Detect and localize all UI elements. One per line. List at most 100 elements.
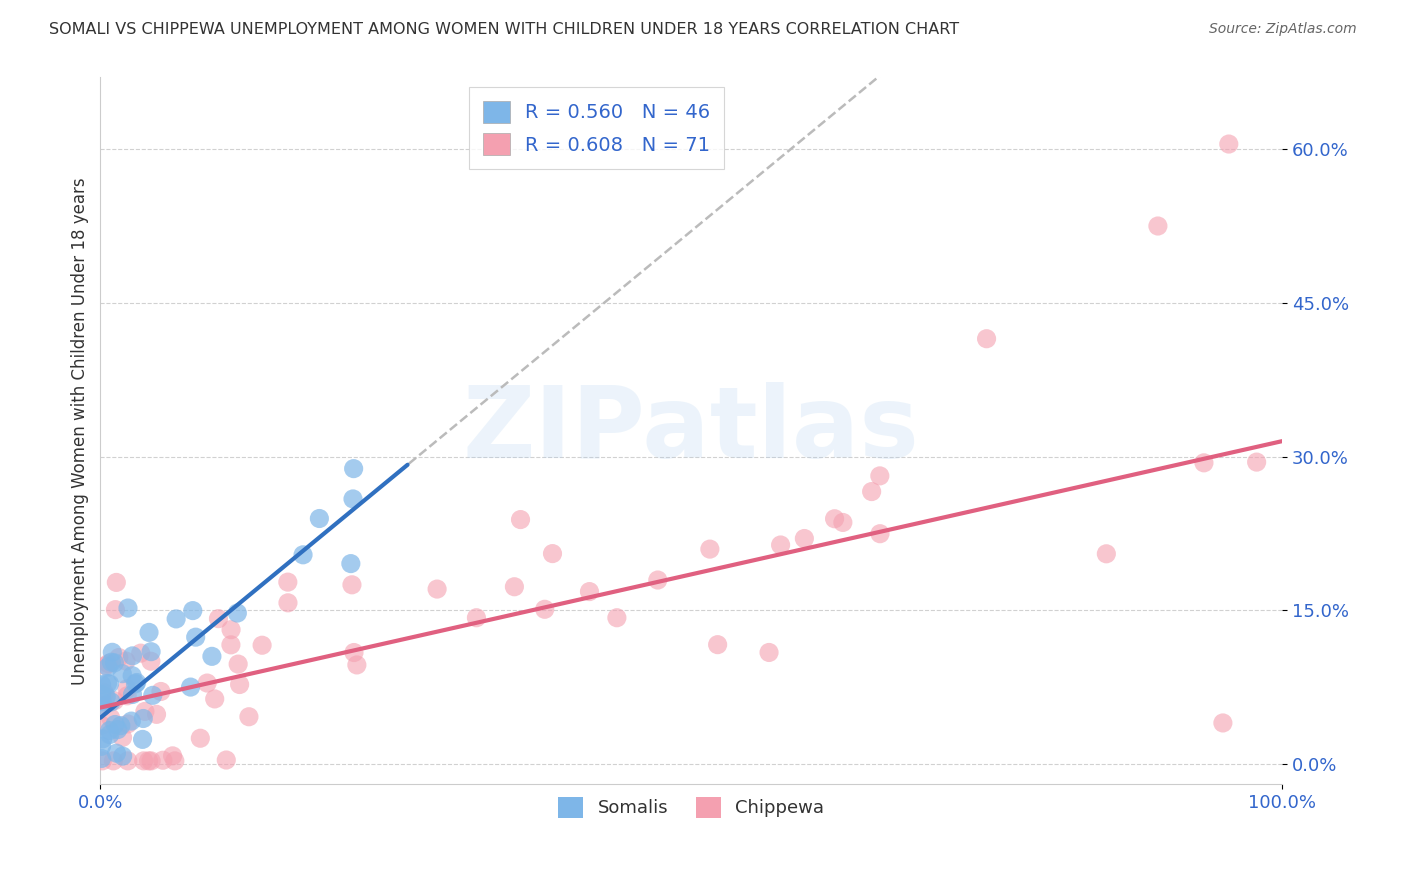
Point — [121, 648, 143, 663]
Point — [343, 646, 366, 660]
Point — [228, 677, 250, 691]
Point — [860, 484, 883, 499]
Point — [104, 602, 127, 616]
Point — [110, 719, 132, 733]
Point — [340, 557, 363, 571]
Point — [90, 751, 112, 765]
Point — [215, 753, 238, 767]
Point — [104, 717, 127, 731]
Point — [226, 657, 249, 672]
Point — [578, 584, 600, 599]
Point — [96, 676, 118, 690]
Point — [509, 512, 531, 526]
Point — [541, 547, 564, 561]
Point — [142, 689, 165, 703]
Point — [465, 611, 488, 625]
Point — [97, 657, 120, 671]
Point — [149, 684, 172, 698]
Point — [107, 723, 129, 737]
Point — [647, 573, 669, 587]
Point — [145, 707, 167, 722]
Point — [108, 650, 131, 665]
Point — [139, 754, 162, 768]
Point — [91, 754, 114, 768]
Point — [250, 638, 273, 652]
Point — [1218, 136, 1240, 151]
Point — [219, 638, 242, 652]
Point — [139, 645, 162, 659]
Point — [758, 645, 780, 659]
Point — [207, 612, 229, 626]
Point — [111, 749, 134, 764]
Point — [195, 676, 218, 690]
Point — [180, 680, 202, 694]
Point — [238, 710, 260, 724]
Point — [98, 723, 121, 738]
Point — [129, 646, 152, 660]
Point — [343, 461, 366, 475]
Point — [139, 654, 162, 668]
Point — [165, 612, 187, 626]
Point — [184, 630, 207, 644]
Point — [201, 649, 224, 664]
Point — [308, 511, 330, 525]
Point — [831, 516, 853, 530]
Point — [138, 625, 160, 640]
Point — [533, 602, 555, 616]
Point — [90, 739, 112, 754]
Point — [769, 538, 792, 552]
Point — [277, 596, 299, 610]
Point — [1246, 455, 1268, 469]
Point — [100, 711, 122, 725]
Legend: Somalis, Chippewa: Somalis, Chippewa — [551, 789, 831, 825]
Point — [117, 601, 139, 615]
Point — [124, 677, 146, 691]
Point — [706, 638, 728, 652]
Point — [132, 754, 155, 768]
Point — [976, 332, 998, 346]
Point — [125, 675, 148, 690]
Point — [1192, 456, 1215, 470]
Point — [115, 654, 138, 668]
Point — [90, 678, 112, 692]
Point — [90, 718, 112, 732]
Point — [699, 542, 721, 557]
Point — [120, 714, 142, 728]
Point — [91, 731, 114, 746]
Point — [111, 666, 134, 681]
Point — [188, 731, 211, 746]
Point — [105, 575, 128, 590]
Point — [105, 746, 128, 760]
Point — [121, 688, 143, 702]
Point — [115, 681, 138, 696]
Point — [131, 732, 153, 747]
Point — [96, 690, 118, 704]
Point — [346, 657, 368, 672]
Point — [90, 700, 112, 714]
Point — [1212, 715, 1234, 730]
Point — [103, 754, 125, 768]
Point — [117, 754, 139, 768]
Point — [869, 526, 891, 541]
Point — [162, 748, 184, 763]
Point — [793, 532, 815, 546]
Point — [426, 582, 449, 596]
Point — [340, 578, 363, 592]
Point — [292, 548, 315, 562]
Point — [132, 711, 155, 725]
Point — [134, 705, 156, 719]
Point — [503, 580, 526, 594]
Point — [869, 469, 891, 483]
Point — [138, 754, 160, 768]
Point — [824, 512, 846, 526]
Point — [97, 660, 120, 674]
Point — [1095, 547, 1118, 561]
Point — [94, 658, 117, 673]
Point — [163, 754, 186, 768]
Point — [100, 695, 122, 709]
Point — [342, 491, 364, 506]
Text: ZIPatlas: ZIPatlas — [463, 383, 920, 479]
Point — [103, 694, 125, 708]
Point — [93, 686, 115, 700]
Point — [181, 604, 204, 618]
